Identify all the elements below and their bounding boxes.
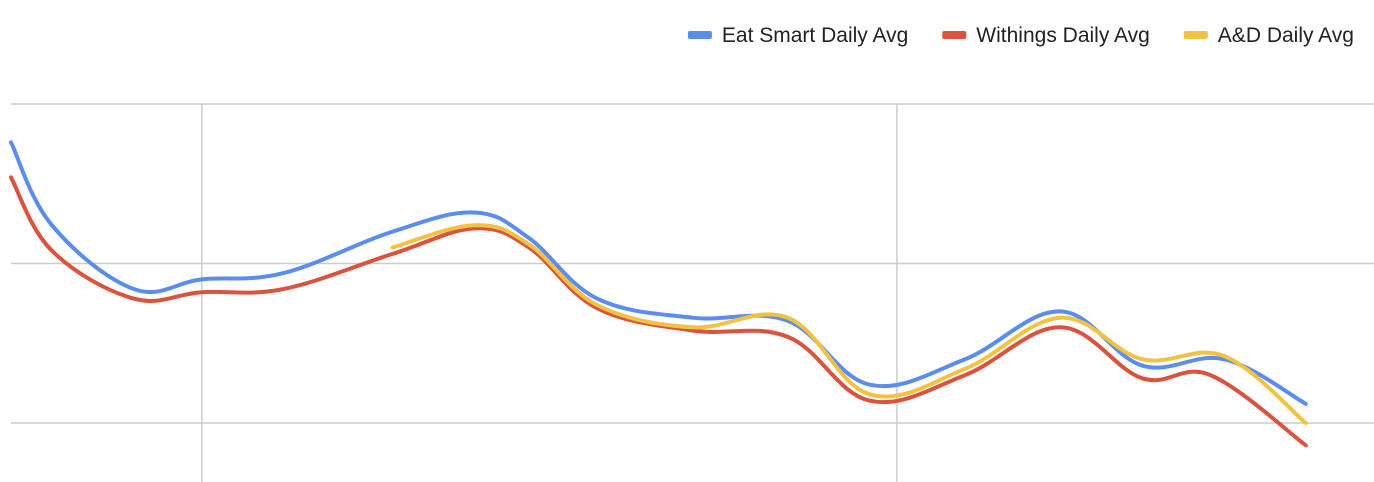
legend-label: Eat Smart Daily Avg <box>722 24 908 47</box>
legend-label: A&D Daily Avg <box>1218 24 1354 47</box>
legend-swatch <box>942 31 967 39</box>
legend-swatch <box>687 31 712 39</box>
legend-item-0[interactable]: Eat Smart Daily Avg <box>687 24 908 47</box>
legend-label: Withings Daily Avg <box>976 24 1150 47</box>
chart-grid <box>11 103 1374 482</box>
legend-item-1[interactable]: Withings Daily Avg <box>942 24 1150 47</box>
legend-item-2[interactable]: A&D Daily Avg <box>1183 24 1354 47</box>
chart-legend[interactable]: Eat Smart Daily Avg Withings Daily Avg A&D… <box>687 24 1354 47</box>
legend-swatch <box>1183 31 1208 39</box>
series-line-eat-smart-daily-avg <box>9 140 1308 406</box>
chart-series-lines <box>9 140 1308 448</box>
series-line-a-d-daily-avg <box>390 223 1308 425</box>
series-line-withings-daily-avg <box>9 175 1308 448</box>
